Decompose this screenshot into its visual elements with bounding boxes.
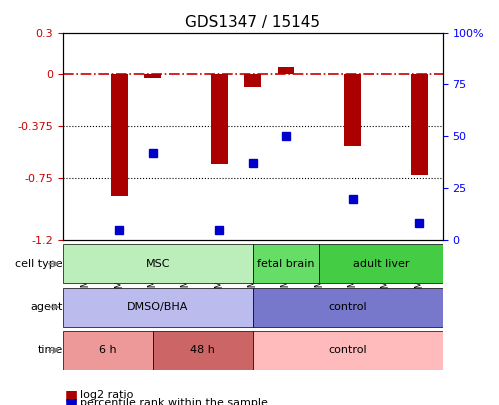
Text: cell type: cell type	[15, 259, 63, 269]
Bar	[211, 74, 228, 164]
Bar	[63, 288, 252, 326]
Text: control: control	[328, 302, 367, 312]
Bar	[411, 74, 428, 175]
Text: MSC: MSC	[145, 259, 170, 269]
Bar	[111, 74, 128, 196]
Text: control: control	[328, 345, 367, 355]
Text: adult liver: adult liver	[353, 259, 409, 269]
Bar	[153, 331, 252, 370]
Text: DMSO/BHA: DMSO/BHA	[127, 302, 188, 312]
Bar	[144, 74, 161, 78]
Text: log2 ratio: log2 ratio	[80, 390, 133, 400]
Text: fetal brain: fetal brain	[257, 259, 315, 269]
Bar	[252, 244, 319, 283]
Bar	[252, 288, 443, 326]
Text: agent: agent	[30, 302, 63, 312]
Text: 48 h: 48 h	[190, 345, 215, 355]
Bar	[252, 331, 443, 370]
Text: time: time	[37, 345, 63, 355]
Bar	[63, 331, 153, 370]
Text: ■: ■	[65, 396, 78, 405]
Bar	[63, 244, 252, 283]
Bar	[344, 74, 361, 146]
Title: GDS1347 / 15145: GDS1347 / 15145	[185, 15, 320, 30]
Text: 6 h: 6 h	[99, 345, 116, 355]
Bar	[277, 67, 294, 74]
Text: ■: ■	[65, 388, 78, 402]
Bar	[245, 74, 261, 87]
Bar	[319, 244, 443, 283]
Text: percentile rank within the sample: percentile rank within the sample	[80, 398, 268, 405]
